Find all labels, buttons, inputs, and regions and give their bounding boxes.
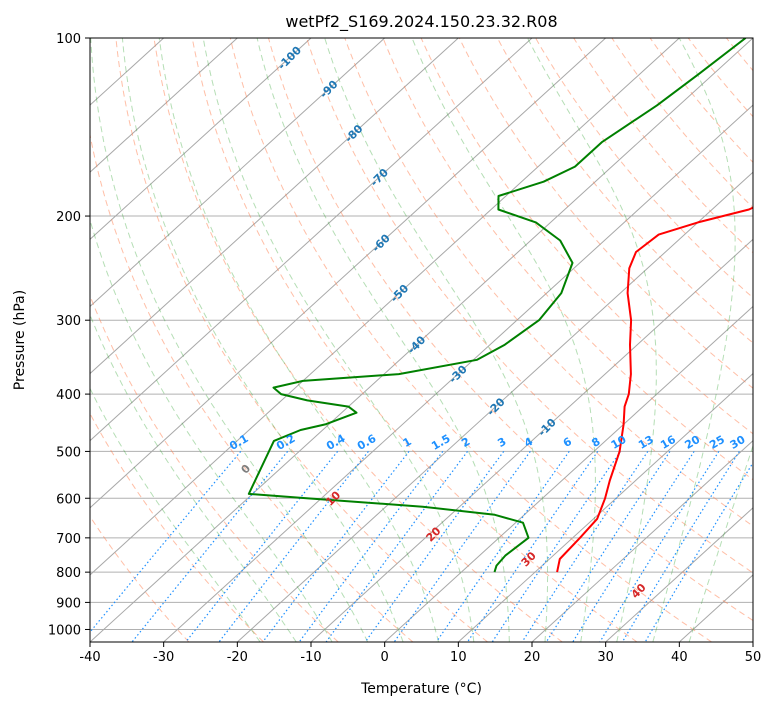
x-tick-label: 20 bbox=[524, 650, 541, 665]
dry-adiabat-line bbox=[573, 38, 753, 254]
plot-frame bbox=[89, 37, 754, 643]
x-tick-label: -40 bbox=[79, 650, 100, 665]
x-tick-label: 30 bbox=[597, 650, 614, 665]
y-tick-label: 200 bbox=[56, 210, 81, 225]
y-axis-title: Pressure (hPa) bbox=[12, 290, 28, 390]
x-tick-label: 40 bbox=[671, 650, 688, 665]
chart-title: wetPf2_S169.2024.150.23.32.R08 bbox=[285, 12, 557, 32]
y-tick-label: 100 bbox=[56, 32, 81, 47]
profile-lines bbox=[247, 38, 753, 573]
mixing-ratio-line bbox=[572, 451, 695, 642]
isotherm-line bbox=[163, 104, 753, 642]
temperature-profile-line bbox=[556, 206, 753, 573]
y-tick-label: 500 bbox=[56, 445, 81, 460]
dry-adiabat-line bbox=[496, 38, 753, 344]
y-tick-label: 700 bbox=[56, 532, 81, 547]
moist-adiabat-line bbox=[90, 38, 369, 642]
dry-adiabat-line bbox=[649, 38, 753, 164]
mixing-ratio-line bbox=[644, 461, 753, 642]
x-tick-label: 0 bbox=[381, 650, 389, 665]
dry-adiabat-line bbox=[229, 38, 712, 642]
dewpoint-profile-line bbox=[247, 38, 747, 573]
y-tick-label: 600 bbox=[56, 492, 81, 507]
moist-adiabat-line bbox=[324, 38, 549, 642]
dry-adiabat-line bbox=[191, 38, 638, 642]
isotherm-line bbox=[236, 171, 753, 642]
moist-adiabat-line bbox=[90, 313, 297, 642]
x-tick-label: 10 bbox=[450, 650, 467, 665]
mixing-ratio-line bbox=[466, 451, 599, 642]
moist-adiabat-line bbox=[688, 444, 753, 642]
isotherm-line bbox=[90, 38, 680, 576]
background-lines bbox=[90, 38, 753, 642]
x-axis: -40 -30 -20 -10 0 10 20 30 40 50 bbox=[79, 642, 761, 665]
y-tick-label: 400 bbox=[56, 388, 81, 403]
mixing-ratio-line bbox=[599, 451, 720, 642]
isotherm-line bbox=[605, 507, 753, 642]
mixing-ratio-line bbox=[185, 451, 339, 642]
mixing-ratio-line bbox=[131, 451, 289, 642]
isotherm-line bbox=[90, 38, 607, 509]
y-tick-label: 1000 bbox=[48, 623, 81, 638]
dry-adiabat-line bbox=[153, 38, 563, 642]
mixing-ratio-line bbox=[262, 451, 410, 642]
y-tick-label: 800 bbox=[56, 566, 81, 581]
dry-adiabat-line bbox=[90, 132, 414, 642]
mixing-ratio-line bbox=[435, 451, 570, 642]
moist-adiabat-line bbox=[256, 38, 510, 642]
mixing-ratio-line bbox=[298, 451, 444, 642]
mixing-ratio-line bbox=[621, 451, 740, 642]
moist-adiabat-line bbox=[202, 38, 475, 642]
moist-adiabat-line bbox=[90, 387, 261, 642]
isotherm-line bbox=[90, 38, 386, 308]
dry-adiabat-line bbox=[535, 38, 753, 299]
x-tick-label: -20 bbox=[227, 650, 248, 665]
moist-adiabat-line bbox=[90, 218, 333, 642]
moist-adiabat-line bbox=[121, 38, 404, 642]
isotherm-line bbox=[384, 305, 753, 642]
dry-adiabat-line bbox=[420, 38, 753, 435]
x-axis-title: Temperature (°C) bbox=[360, 681, 482, 697]
isotherm-line bbox=[310, 238, 753, 642]
isotherm-line bbox=[90, 38, 312, 241]
y-tick-label: 300 bbox=[56, 314, 81, 329]
dry-adiabat-line bbox=[306, 38, 753, 574]
moist-adiabat-line bbox=[411, 38, 596, 642]
mixing-ratio-line bbox=[90, 451, 242, 633]
x-tick-label: -30 bbox=[153, 650, 174, 665]
y-tick-label: 900 bbox=[56, 596, 81, 611]
dry-adiabat-line bbox=[90, 294, 339, 642]
dry-adiabat-line bbox=[458, 38, 753, 389]
isotherm-line bbox=[90, 38, 753, 642]
moist-adiabat-line bbox=[158, 38, 439, 642]
moist-adiabat-line bbox=[652, 38, 736, 642]
isotherm-line bbox=[90, 38, 459, 375]
x-tick-label: -10 bbox=[300, 650, 321, 665]
dry-adiabat-line bbox=[344, 38, 753, 527]
mixing-ratio-line bbox=[218, 451, 369, 642]
isotherm-line bbox=[90, 38, 238, 173]
isotherm-line bbox=[531, 439, 753, 642]
mixing-ratio-line bbox=[364, 451, 505, 642]
isotherm-line bbox=[457, 372, 753, 642]
dry-adiabat-line bbox=[90, 412, 264, 642]
y-axis: 100 200 300 400 500 600 700 800 900 1000 bbox=[48, 32, 90, 638]
isotherm-line bbox=[90, 38, 533, 442]
x-tick-label: 50 bbox=[745, 650, 762, 665]
moist-adiabat-line bbox=[527, 38, 657, 642]
